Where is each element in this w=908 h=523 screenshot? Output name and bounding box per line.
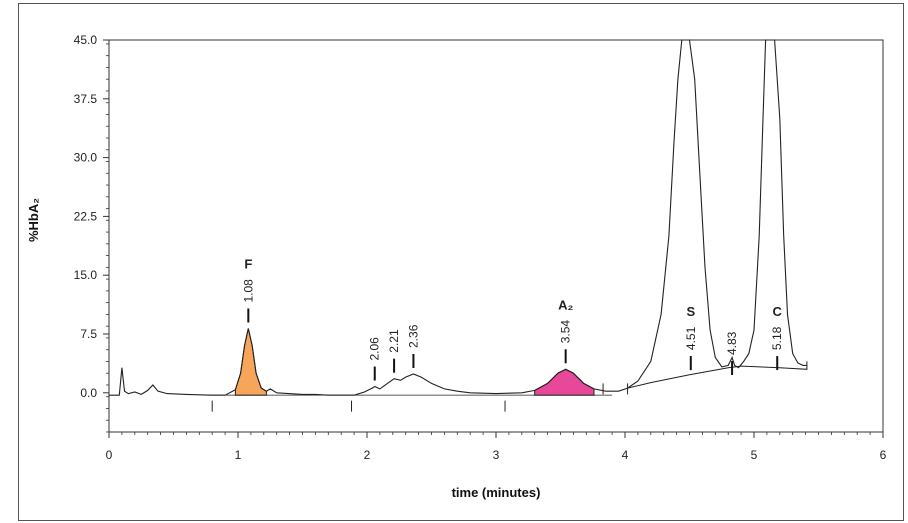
- y-tick-label: 15.0: [74, 268, 98, 282]
- peak-name: A₂: [558, 297, 573, 312]
- peak-retention-time: 4.51: [684, 326, 698, 350]
- y-tick-label: 45.0: [74, 33, 98, 47]
- peak-fill: [534, 368, 595, 396]
- peak-name: F: [244, 257, 252, 272]
- y-tick-label: 7.5: [80, 327, 97, 341]
- peak-labels: 1.08 F 2.06 2.21 2.36 3.54 A₂ 4.51 S 4.83 5.18 C: [241, 257, 784, 381]
- chart-frame: [18, 3, 904, 521]
- y-tick-label: 37.5: [74, 92, 98, 106]
- y-tick-label: 22.5: [74, 209, 98, 223]
- peak-retention-time: 2.06: [368, 337, 382, 361]
- x-tick-label: 3: [493, 448, 500, 462]
- baseline-hull: [627, 361, 808, 389]
- peak-retention-time: 3.54: [559, 320, 573, 344]
- plot-border: [108, 39, 884, 433]
- trace-lines: [109, 39, 808, 396]
- x-axis: 0 1 2 3 4 5 6: [106, 432, 887, 462]
- peak-name: S: [686, 304, 695, 319]
- peak-retention-time: 2.21: [387, 329, 401, 353]
- x-tick-label: 2: [364, 448, 371, 462]
- y-tick-label: 0.0: [80, 386, 97, 400]
- x-tick-label: 5: [751, 448, 758, 462]
- x-axis-title: time (minutes): [452, 485, 541, 500]
- x-tick-label: 6: [880, 448, 887, 462]
- peak-retention-time: 4.83: [725, 331, 739, 355]
- x-tick-label: 0: [106, 448, 113, 462]
- y-tick-label: 30.0: [74, 151, 98, 165]
- peak-retention-time: 5.18: [770, 326, 784, 350]
- x-tick-label: 1: [235, 448, 242, 462]
- plot-area: [108, 39, 884, 433]
- x-tick-label: 4: [622, 448, 629, 462]
- y-axis-title: %HbA₂: [26, 198, 41, 242]
- peak-retention-time: 1.08: [241, 279, 255, 303]
- chromatogram-trace: [109, 39, 807, 396]
- peak-retention-time: 2.36: [406, 324, 420, 348]
- peak-name: C: [773, 304, 783, 319]
- baseline-markers: [211, 383, 629, 412]
- y-axis: 0.0 7.5 15.0 22.5 30.0 37.5 45.0: [74, 33, 109, 433]
